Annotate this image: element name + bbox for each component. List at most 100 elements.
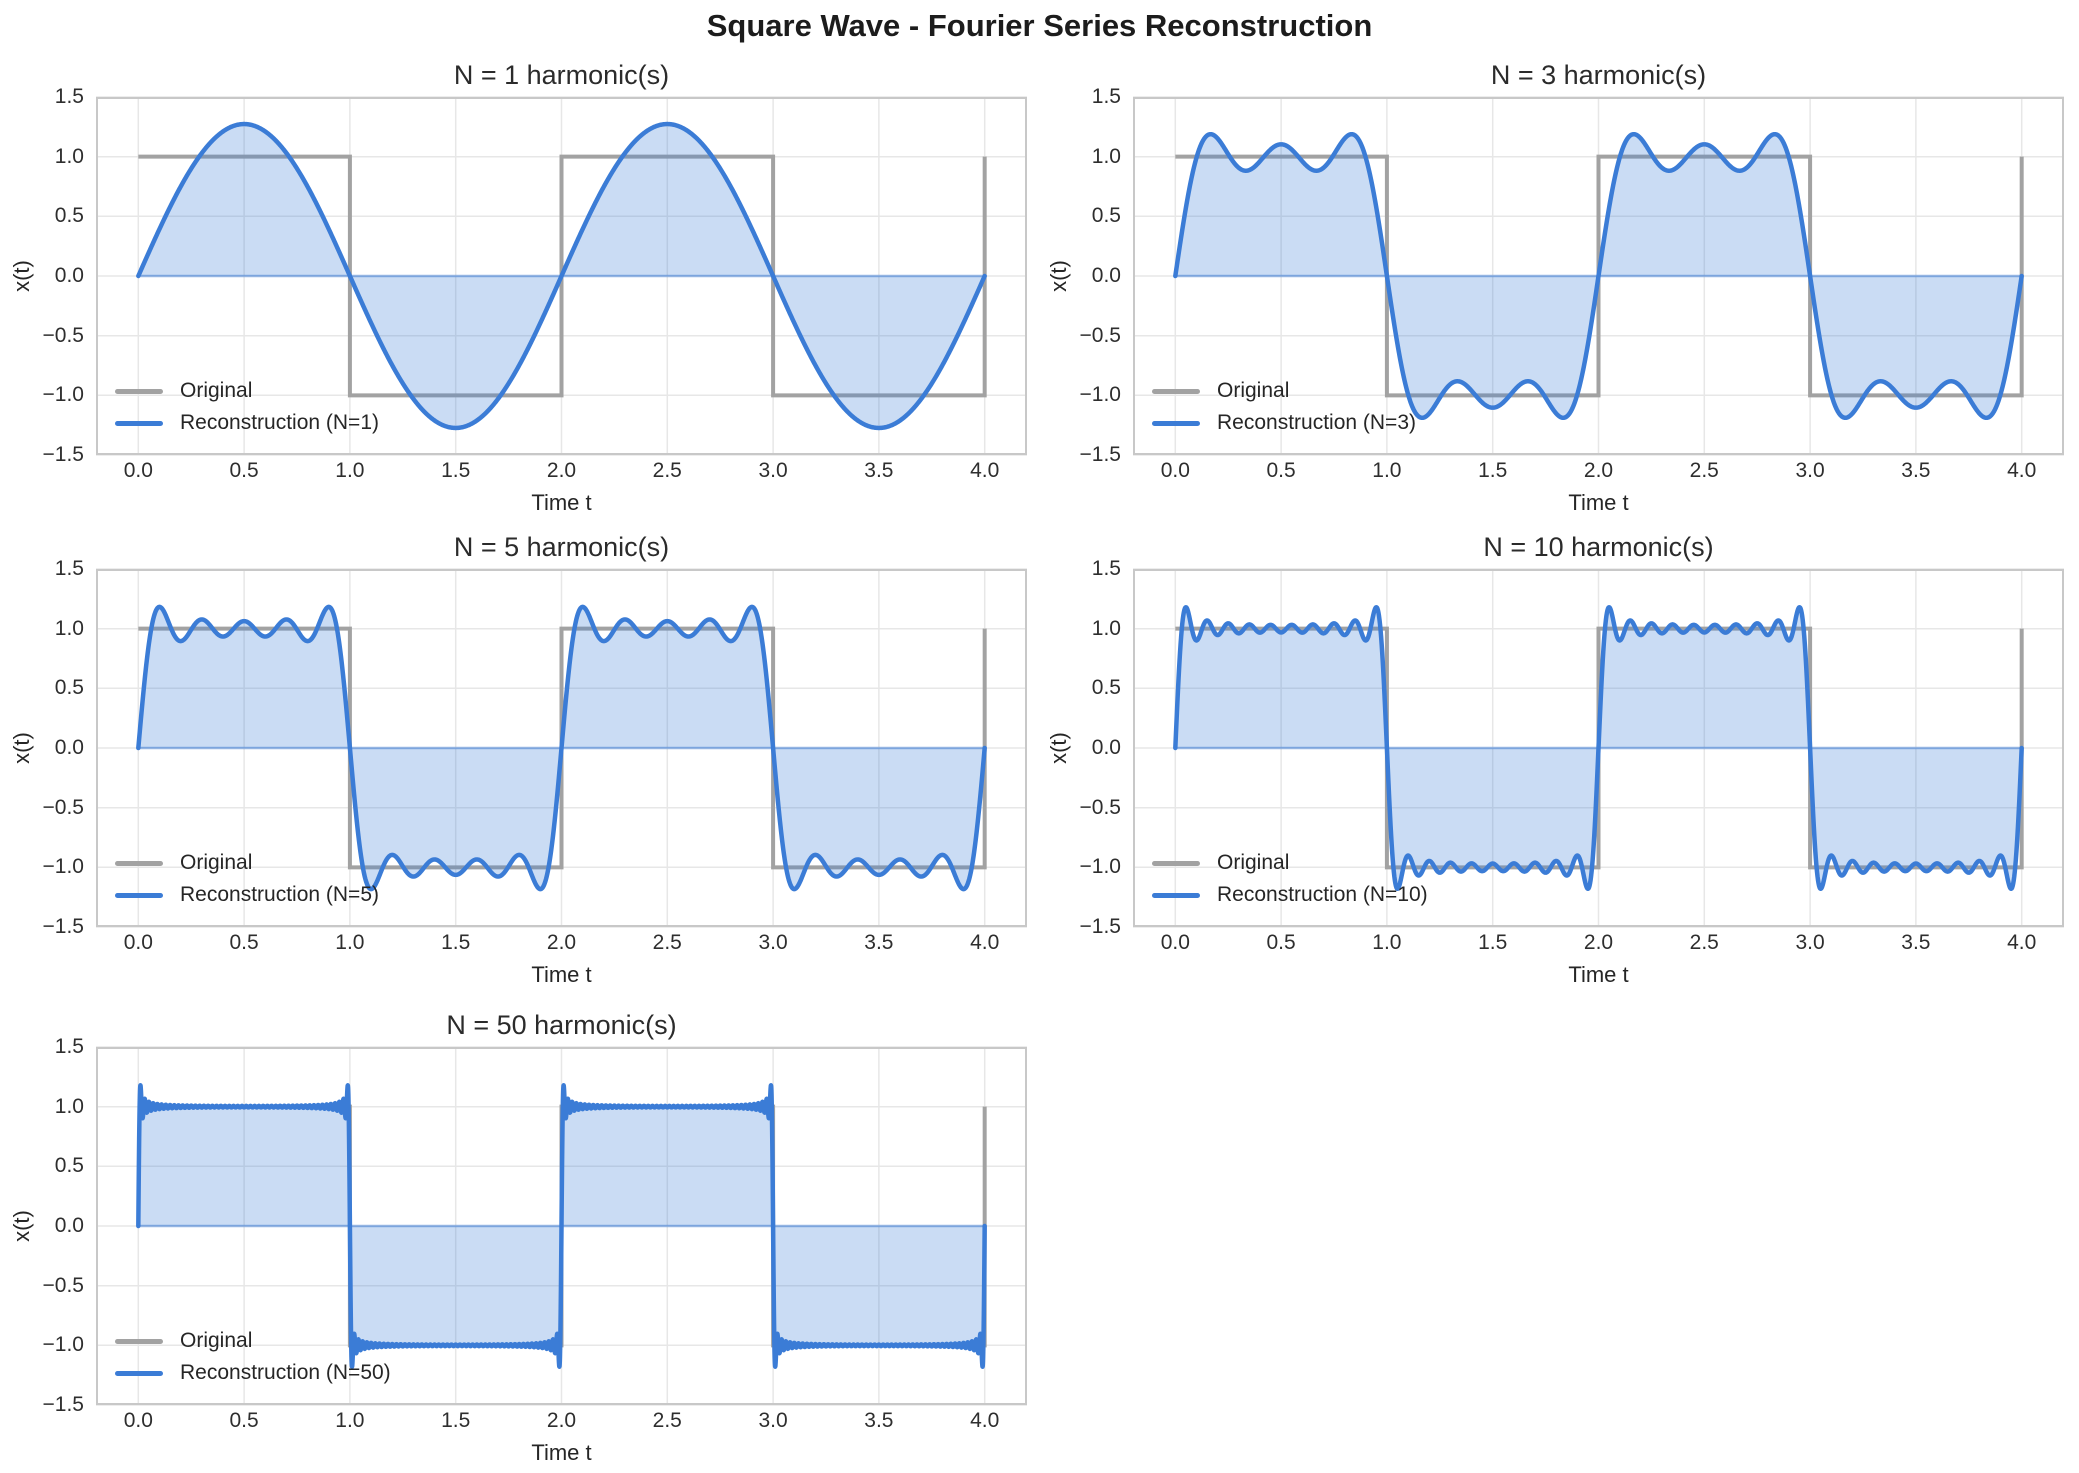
y-tick-label: 0.5 xyxy=(1091,676,1121,700)
plot-area xyxy=(96,1046,1027,1406)
x-axis-label: Time t xyxy=(531,490,592,515)
y-tick-label: −0.5 xyxy=(42,323,84,347)
legend-label-original: Original xyxy=(1217,851,1290,874)
x-tick-label: 2.0 xyxy=(546,1409,577,1432)
axes-spines xyxy=(96,1047,1027,1405)
plot-area xyxy=(1133,568,2064,928)
x-tick-label: 0.0 xyxy=(123,1409,153,1432)
x-tick-label: 2.5 xyxy=(652,1409,682,1432)
x-tick-label: 2.5 xyxy=(1689,931,1719,954)
y-tick-label: 0.0 xyxy=(1091,264,1121,287)
x-tick-label: 2.5 xyxy=(652,931,682,954)
x-tick-label: 0.0 xyxy=(1160,459,1190,482)
x-axis-label: Time t xyxy=(531,962,592,987)
y-tick-label: 0.5 xyxy=(54,676,84,700)
legend-label-original: Original xyxy=(1217,379,1290,402)
y-tick-label: 1.5 xyxy=(54,557,84,580)
legend-swatch-reconstruction xyxy=(115,892,163,898)
axes-spines xyxy=(1133,97,2064,455)
x-tick-label: 2.0 xyxy=(1583,459,1614,482)
plot-area xyxy=(96,568,1027,928)
y-tick-label: 0.0 xyxy=(54,1214,84,1237)
x-axis-label: Time t xyxy=(1568,490,1629,515)
x-tick-label: 0.5 xyxy=(229,931,259,954)
y-tick-label: 0.5 xyxy=(54,204,84,228)
x-tick-label: 3.5 xyxy=(1901,931,1931,954)
legend-item-reconstruction: Reconstruction (N=10) xyxy=(1152,882,1428,908)
x-tick-label: 1.5 xyxy=(441,931,471,954)
legend-swatch-original xyxy=(115,388,163,394)
x-tick-label: 1.5 xyxy=(1478,459,1508,482)
subplot-title: N = 3 harmonic(s) xyxy=(1490,60,1707,90)
legend-item-reconstruction: Reconstruction (N=1) xyxy=(115,410,379,436)
x-tick-label: 2.5 xyxy=(1689,459,1719,482)
legend-swatch-original xyxy=(115,860,163,866)
legend-swatch-original xyxy=(115,1338,163,1344)
x-tick-label: 1.0 xyxy=(1372,931,1402,954)
y-tick-label: 1.0 xyxy=(54,1094,84,1118)
y-tick-label: −1.5 xyxy=(1079,915,1121,938)
x-tick-label: 4.0 xyxy=(970,931,1000,954)
x-tick-label: 3.5 xyxy=(864,1409,894,1432)
x-tick-label: 0.0 xyxy=(1160,931,1190,954)
legend-swatch-reconstruction xyxy=(1152,892,1200,898)
legend-item-original: Original xyxy=(1152,378,1289,404)
legend-label-reconstruction: Reconstruction (N=1) xyxy=(180,411,379,434)
legend-item-original: Original xyxy=(115,1328,252,1354)
legend-item-original: Original xyxy=(115,850,252,876)
x-tick-label: 1.0 xyxy=(335,1409,365,1432)
legend-label-reconstruction: Reconstruction (N=50) xyxy=(180,1361,391,1384)
axes-spines xyxy=(96,97,1027,455)
legend-label-original: Original xyxy=(180,1329,253,1352)
x-tick-label: 0.0 xyxy=(123,459,153,482)
x-tick-label: 4.0 xyxy=(970,1409,1000,1432)
legend-item-original: Original xyxy=(115,378,252,404)
x-tick-label: 0.5 xyxy=(229,1409,259,1432)
x-tick-label: 2.0 xyxy=(546,931,577,954)
subplot-title: N = 50 harmonic(s) xyxy=(446,1010,677,1040)
x-tick-label: 0.0 xyxy=(123,931,153,954)
axes-spines xyxy=(1133,569,2064,927)
x-tick-label: 3.5 xyxy=(1901,459,1931,482)
y-tick-label: 0.0 xyxy=(1091,736,1121,759)
axes-spines xyxy=(96,569,1027,927)
subplot-title: N = 5 harmonic(s) xyxy=(453,532,670,562)
legend-swatch-reconstruction xyxy=(115,1370,163,1376)
x-axis-label: Time t xyxy=(1568,962,1629,987)
x-tick-label: 1.0 xyxy=(1372,459,1402,482)
y-tick-label: 1.5 xyxy=(54,85,84,108)
reconstruction-line xyxy=(1173,604,2024,892)
reconstruction-line xyxy=(1173,131,2024,421)
y-tick-label: −1.0 xyxy=(1079,855,1121,879)
x-tick-label: 4.0 xyxy=(970,459,1000,482)
legend-label-reconstruction: Reconstruction (N=5) xyxy=(180,883,379,906)
x-tick-label: 3.5 xyxy=(864,931,894,954)
x-tick-label: 3.0 xyxy=(1795,459,1825,482)
subplot-title: N = 1 harmonic(s) xyxy=(453,60,670,90)
legend-swatch-reconstruction xyxy=(115,420,163,426)
x-tick-label: 0.5 xyxy=(1266,931,1296,954)
x-tick-label: 3.0 xyxy=(1795,931,1825,954)
legend-label-original: Original xyxy=(180,851,253,874)
y-tick-label: −0.5 xyxy=(42,1273,84,1297)
y-tick-label: −0.5 xyxy=(1079,795,1121,819)
y-tick-label: 1.0 xyxy=(1091,144,1121,168)
original-square-wave-line xyxy=(138,626,987,870)
y-tick-label: −1.0 xyxy=(42,1333,84,1357)
y-tick-label: 0.0 xyxy=(54,264,84,287)
legend-swatch-original xyxy=(1152,388,1200,394)
x-tick-label: 4.0 xyxy=(2007,459,2037,482)
legend-swatch-original xyxy=(1152,860,1200,866)
y-tick-label: 0.5 xyxy=(54,1154,84,1178)
y-tick-label: 1.0 xyxy=(54,144,84,168)
x-tick-label: 0.5 xyxy=(1266,459,1296,482)
y-tick-label: 1.5 xyxy=(1091,557,1121,580)
y-tick-label: 1.0 xyxy=(54,616,84,640)
y-tick-label: 0.0 xyxy=(54,736,84,759)
y-tick-label: −1.0 xyxy=(42,383,84,407)
x-tick-label: 2.5 xyxy=(652,459,682,482)
x-tick-label: 1.5 xyxy=(441,1409,471,1432)
original-square-wave-line xyxy=(1175,154,2024,398)
reconstruction-line xyxy=(136,604,987,892)
